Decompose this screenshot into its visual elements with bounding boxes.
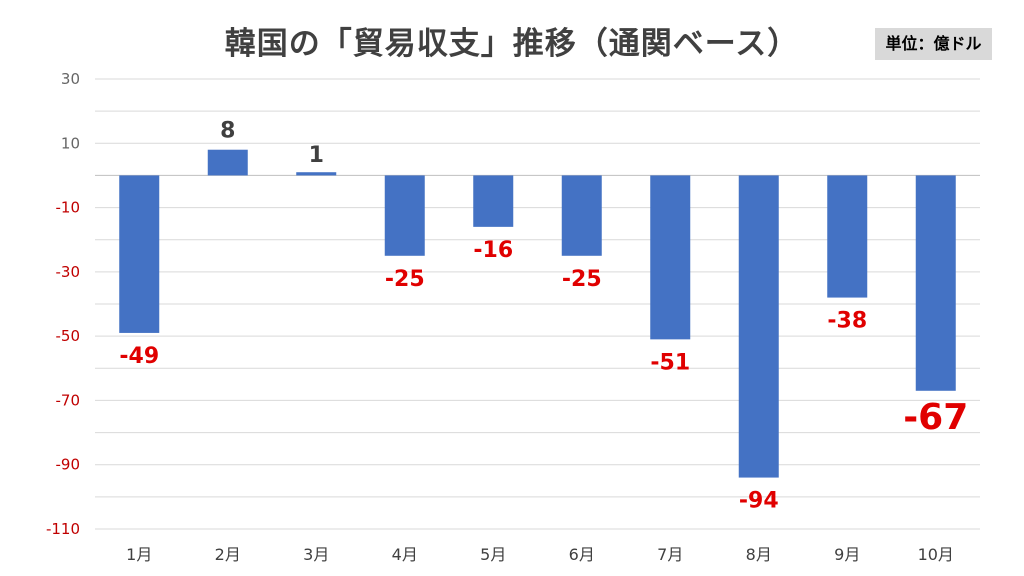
data-label: -51	[650, 350, 690, 375]
y-tick-label: -70	[56, 391, 81, 409]
y-axis-ticks: 30 10 -10 -30 -50 -70 -90 -110	[46, 70, 80, 538]
bar	[296, 172, 337, 176]
x-category-label: 10月	[918, 545, 954, 564]
y-tick-label: -50	[56, 327, 81, 345]
bar	[915, 175, 956, 391]
data-label: -25	[385, 267, 425, 292]
bars	[119, 149, 956, 478]
x-category-label: 4月	[392, 545, 418, 564]
y-tick-label: -10	[56, 199, 81, 217]
y-tick-label: -90	[56, 456, 81, 474]
data-label: -49	[119, 344, 159, 369]
data-label: -67	[903, 397, 968, 438]
data-label: -16	[473, 238, 513, 263]
y-tick-label: 10	[61, 134, 80, 152]
x-category-label: 9月	[834, 545, 860, 564]
bar	[827, 175, 868, 298]
chart-title: 韓国の「貿易収支」推移（通関ベース）	[224, 26, 800, 62]
y-tick-label: 30	[61, 70, 80, 88]
data-label: -38	[827, 309, 867, 334]
x-category-label: 3月	[303, 545, 329, 564]
x-category-label: 7月	[657, 545, 683, 564]
data-label: -25	[562, 267, 602, 292]
data-label: 8	[220, 119, 235, 144]
unit-badge: 単位：億ドル	[875, 28, 992, 60]
data-label: 1	[309, 143, 324, 168]
data-label: -94	[739, 489, 779, 514]
x-category-label: 2月	[215, 545, 241, 564]
bar	[561, 175, 602, 256]
x-category-label: 6月	[569, 545, 595, 564]
y-tick-label: -110	[46, 520, 80, 538]
bar	[738, 175, 779, 478]
bar	[650, 175, 691, 340]
x-category-label: 5月	[480, 545, 506, 564]
y-tick-label: -30	[56, 263, 81, 281]
bar	[207, 149, 248, 176]
x-category-label: 1月	[126, 545, 152, 564]
bar	[384, 175, 425, 256]
data-labels: -49 8 1 -25 -16 -25 -51 -94 -38 -67	[119, 119, 968, 514]
x-category-label: 8月	[746, 545, 772, 564]
gridlines	[95, 78, 980, 530]
x-axis-categories: 1月 2月 3月 4月 5月 6月 7月 8月 9月 10月	[126, 545, 954, 564]
bar	[473, 175, 514, 227]
bar	[119, 175, 160, 333]
